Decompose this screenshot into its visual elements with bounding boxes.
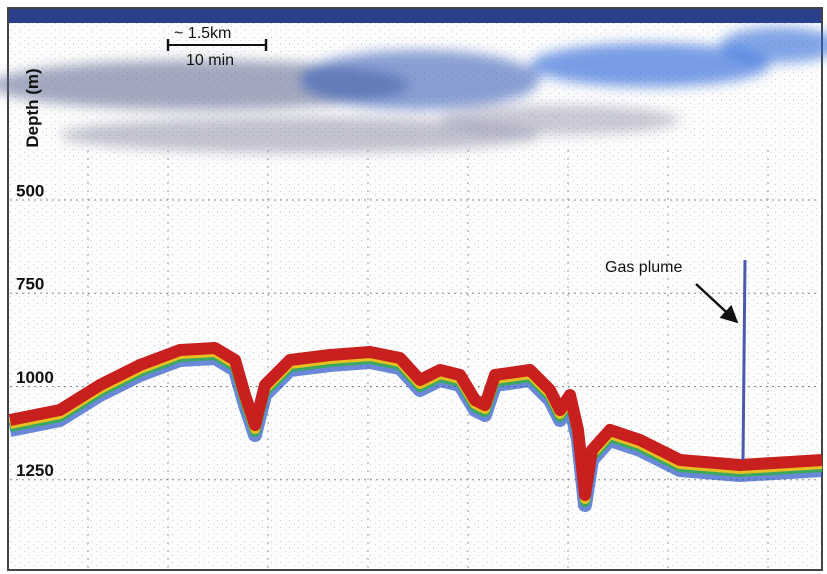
tick-label: 1000	[16, 368, 54, 387]
annotation: Gas plume	[605, 259, 682, 276]
tick-label: 500	[16, 181, 44, 200]
surface-band	[9, 9, 821, 23]
echogram: 50075010001250 Gas plume ~ 1.5km 10 min …	[0, 0, 827, 574]
gas-plume	[743, 260, 745, 460]
axis-label: Depth (m)	[23, 68, 42, 147]
scale-time: 10 min	[186, 52, 234, 69]
scale-distance: ~ 1.5km	[174, 25, 231, 42]
page: 50075010001250 Gas plume ~ 1.5km 10 min …	[0, 0, 827, 574]
tick-label: 750	[16, 275, 44, 294]
tick-label: 1250	[16, 461, 54, 480]
